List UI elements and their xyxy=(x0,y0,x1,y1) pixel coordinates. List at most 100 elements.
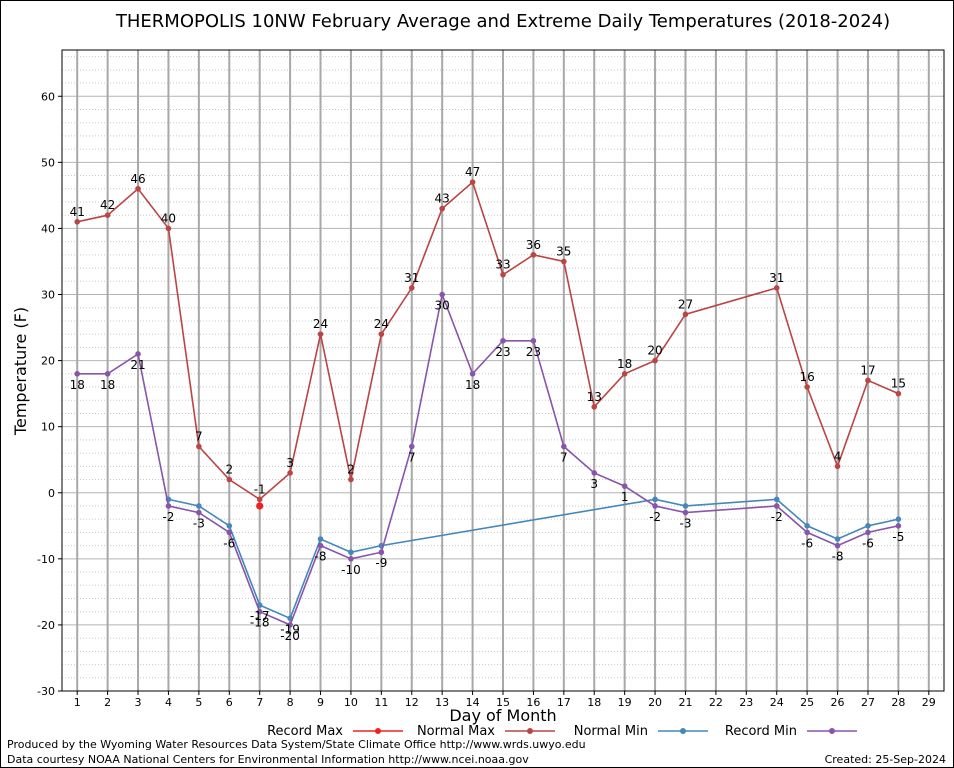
data-label: 3 xyxy=(590,477,598,491)
data-label: -8 xyxy=(832,550,844,564)
y-tick-label: 10 xyxy=(41,421,55,434)
data-label: 24 xyxy=(374,317,389,331)
data-label: -3 xyxy=(193,517,205,531)
data-label: -19 xyxy=(280,622,300,636)
data-point xyxy=(561,444,567,450)
data-label: 13 xyxy=(587,390,602,404)
data-label: -5 xyxy=(892,530,904,544)
data-label: 2 xyxy=(225,463,233,477)
data-point xyxy=(256,502,263,509)
y-tick-label: 60 xyxy=(41,90,55,103)
x-tick-label: 22 xyxy=(709,696,723,709)
data-point xyxy=(804,530,810,536)
data-label: 23 xyxy=(495,345,510,359)
data-point xyxy=(135,186,141,192)
data-point xyxy=(196,510,202,516)
data-point xyxy=(865,523,871,529)
data-point xyxy=(774,285,780,291)
y-tick-label: -20 xyxy=(37,619,55,632)
x-tick-label: 7 xyxy=(256,696,263,709)
data-point xyxy=(105,371,111,377)
data-point xyxy=(348,556,354,562)
data-label: -3 xyxy=(679,517,691,531)
data-point xyxy=(835,543,841,549)
x-tick-label: 11 xyxy=(374,696,388,709)
data-point xyxy=(500,272,506,278)
data-label: -10 xyxy=(341,563,361,577)
data-point xyxy=(835,536,841,542)
data-point xyxy=(105,212,111,218)
data-point xyxy=(226,523,232,529)
data-label: 36 xyxy=(526,238,541,252)
data-label: 43 xyxy=(435,192,450,206)
data-point xyxy=(804,384,810,390)
data-point xyxy=(652,503,658,509)
x-tick-label: 8 xyxy=(287,696,294,709)
data-point xyxy=(835,464,841,470)
data-point xyxy=(318,331,324,337)
data-label: -1 xyxy=(254,482,266,496)
y-tick-label: -10 xyxy=(37,553,55,566)
data-point xyxy=(865,378,871,384)
legend-label: Normal Max xyxy=(417,724,495,739)
data-point xyxy=(409,285,415,291)
data-label: 47 xyxy=(465,165,480,179)
data-label: 20 xyxy=(647,344,662,358)
x-axis-label: Day of Month xyxy=(449,706,556,725)
y-axis-label: Temperature (F) xyxy=(11,307,30,436)
data-point xyxy=(531,338,537,344)
y-tick-label: -30 xyxy=(37,685,55,698)
data-label: -9 xyxy=(375,556,387,570)
x-tick-label: 21 xyxy=(678,696,692,709)
data-label: -17 xyxy=(250,609,270,623)
data-label: 21 xyxy=(130,358,145,372)
data-label: 16 xyxy=(799,370,814,384)
data-label: 4 xyxy=(834,449,842,463)
data-point xyxy=(318,543,324,549)
x-tick-label: 4 xyxy=(165,696,172,709)
data-point xyxy=(135,351,141,357)
created-date: Created: 25-Sep-2024 xyxy=(825,753,946,766)
legend-label: Record Min xyxy=(725,724,797,739)
y-tick-label: 20 xyxy=(41,355,55,368)
data-label: 18 xyxy=(100,378,115,392)
x-tick-label: 5 xyxy=(195,696,202,709)
data-point xyxy=(470,179,476,185)
data-label: 40 xyxy=(161,211,176,225)
data-point xyxy=(226,530,232,536)
data-point xyxy=(257,497,263,503)
x-tick-label: 24 xyxy=(770,696,784,709)
data-point xyxy=(500,338,506,344)
data-label: -8 xyxy=(315,550,327,564)
x-tick-label: 25 xyxy=(800,696,814,709)
x-tick-label: 13 xyxy=(435,696,449,709)
data-label: 24 xyxy=(313,317,328,331)
legend-label: Record Max xyxy=(267,724,343,739)
credit-data-courtesy: Data courtesy NOAA National Centers for … xyxy=(7,753,529,766)
data-label: 31 xyxy=(769,271,784,285)
data-point xyxy=(226,477,232,483)
x-tick-label: 9 xyxy=(317,696,324,709)
legend-swatch-marker xyxy=(680,728,686,734)
data-point xyxy=(591,470,597,476)
x-tick-label: 10 xyxy=(344,696,358,709)
data-point xyxy=(439,292,445,298)
data-label: 2 xyxy=(347,463,355,477)
data-label: 30 xyxy=(435,299,450,313)
data-point xyxy=(683,503,689,509)
data-point xyxy=(531,252,537,258)
data-point xyxy=(561,259,567,265)
data-point xyxy=(896,391,902,397)
data-label: 7 xyxy=(408,450,416,464)
data-point xyxy=(774,503,780,509)
data-label: 35 xyxy=(556,244,571,258)
data-label: 17 xyxy=(860,363,875,377)
data-point xyxy=(591,404,597,410)
data-point xyxy=(439,206,445,212)
x-tick-label: 6 xyxy=(226,696,233,709)
data-label: -6 xyxy=(862,536,874,550)
data-label: 41 xyxy=(70,205,85,219)
data-label: 42 xyxy=(100,198,115,212)
data-label: 46 xyxy=(130,172,145,186)
data-point xyxy=(652,497,658,503)
